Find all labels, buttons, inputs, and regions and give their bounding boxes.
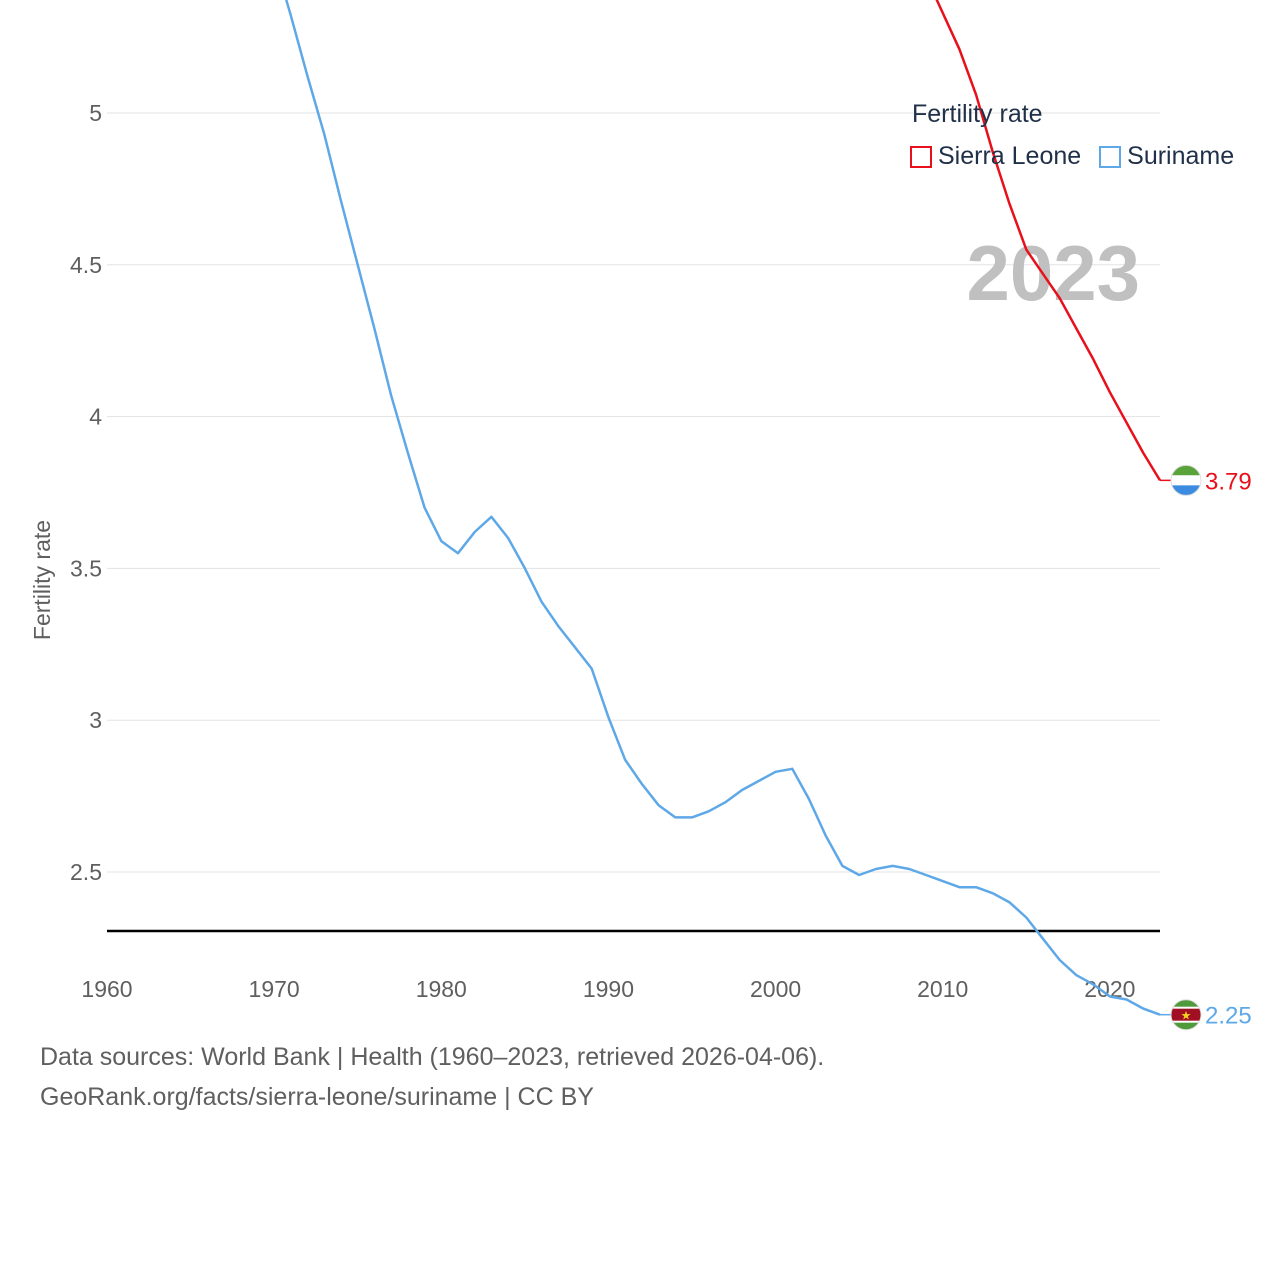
y-axis-label: Fertility rate	[29, 520, 55, 640]
x-tick-label: 1960	[81, 976, 132, 1002]
x-tick-label: 2010	[917, 976, 968, 1002]
x-tick-label: 1980	[416, 976, 467, 1002]
y-tick-label: 2.5	[70, 859, 102, 885]
legend-label-suriname: Suriname	[1127, 142, 1235, 170]
y-axis-ticks: 2.533.544.555.566.5	[70, 100, 102, 885]
svg-text:★: ★	[1181, 1009, 1192, 1023]
legend-swatch-suriname	[1099, 145, 1122, 168]
x-tick-label: 1970	[249, 976, 300, 1002]
end-value-label-suriname: 2.25	[1205, 1003, 1252, 1030]
x-axis-ticks: 1960 1970 1980 1990 2000 2010 2020	[81, 976, 1135, 1002]
y-tick-label: 5	[89, 100, 102, 126]
legend: Sierra Leone Suriname	[910, 142, 1252, 171]
flag-icon-suriname: ★	[1170, 999, 1202, 1031]
flag-icon-sierra-leone	[1170, 464, 1202, 496]
series-layer	[107, 0, 1162, 1016]
series-line-suriname[interactable]	[107, 0, 1161, 1016]
legend-label-sierra-leone: Sierra Leone	[938, 142, 1082, 170]
x-tick-label: 2020	[1084, 976, 1135, 1002]
series-line-sierra-leone[interactable]	[107, 0, 1162, 482]
x-tick-label: 1990	[583, 976, 634, 1002]
grid-lines	[107, 112, 1160, 873]
y-tick-label: 3.5	[70, 555, 102, 581]
current-year-label: 2023	[966, 229, 1140, 317]
legend-swatch-sierra-leone	[910, 145, 932, 168]
end-value-label-sierra-leone: 3.79	[1205, 468, 1252, 495]
x-tick-label: 2000	[750, 976, 801, 1002]
y-tick-label: 4.5	[70, 252, 102, 278]
source-line-2[interactable]: GeoRank.org/facts/sierra-leone/suriname …	[40, 1083, 594, 1111]
y-tick-label: 4	[89, 404, 102, 430]
legend-item-suriname[interactable]: Suriname	[1099, 142, 1234, 171]
source-line-1: Data sources: World Bank | Health (1960–…	[40, 1043, 825, 1071]
y-tick-label: 3	[89, 707, 102, 733]
legend-item-sierra-leone[interactable]: Sierra Leone	[910, 142, 1081, 171]
end-markers: 3.79 ★ 2.25	[1160, 464, 1252, 1031]
legend-title: Fertility rate	[912, 100, 1043, 128]
